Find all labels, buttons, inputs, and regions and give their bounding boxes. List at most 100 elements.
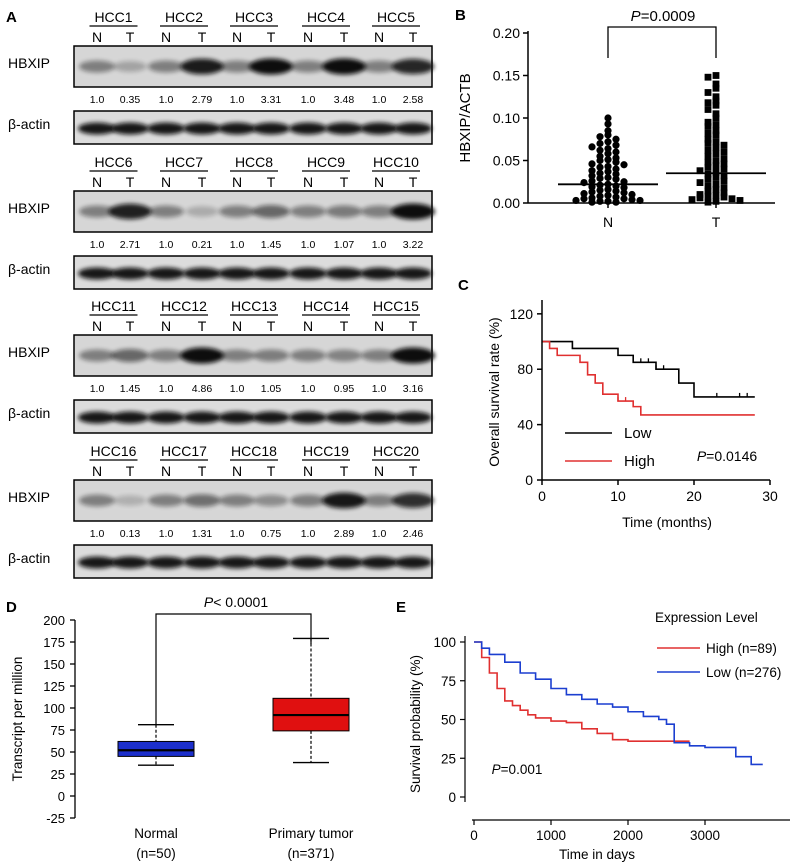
- scatter-point-n: [604, 173, 612, 182]
- x-tick-label: 30: [762, 488, 778, 504]
- scatter-point-n: [596, 192, 604, 200]
- sample-label: HCC15: [373, 298, 419, 314]
- scatter-point-n: [588, 143, 596, 151]
- x-tick-label: 2000: [613, 828, 643, 843]
- lane-label-t: T: [126, 318, 135, 334]
- scatter-point-n: [588, 177, 596, 185]
- lane-label-t: T: [198, 318, 207, 334]
- scatter-point-n: [596, 174, 604, 182]
- scatter-point-n: [596, 139, 604, 148]
- beta-actin-band: [252, 122, 290, 135]
- y-axis-label: Transcript per million: [10, 657, 25, 782]
- lane-label-n: N: [92, 318, 102, 334]
- lane-label-n: N: [161, 174, 171, 190]
- scatter-point-n: [612, 187, 620, 195]
- scatter-point-n: [604, 185, 612, 193]
- band-ratio: 1.0: [301, 383, 316, 395]
- scatter-point-t: [720, 165, 728, 173]
- x-tick-label: 0: [538, 488, 546, 504]
- band-ratio: 1.0: [372, 528, 387, 540]
- beta-actin-band: [147, 267, 185, 280]
- hbxip-band: [322, 492, 366, 509]
- y-tick-label: 75: [441, 674, 456, 689]
- beta-actin-band: [111, 122, 149, 135]
- hbxip-band: [253, 494, 289, 507]
- band-ratio: 4.86: [192, 383, 213, 395]
- band-ratio: 1.0: [159, 383, 174, 395]
- band-ratio: 1.45: [120, 383, 141, 395]
- y-tick-label: 50: [51, 745, 65, 760]
- scatter-point-n: [620, 189, 628, 197]
- hbxip-band: [219, 205, 255, 218]
- sample-label: HCC12: [161, 298, 207, 314]
- hbxip-band: [180, 347, 224, 364]
- band-ratio: 1.0: [372, 94, 387, 106]
- beta-actin-band: [325, 122, 363, 135]
- panel-a-western-blots: A HCC1 N T HCC2 N T HCC3 N T HCC4 N T HCC5 N T HBXIP 1.0…: [6, 9, 435, 579]
- scatter-point-t: [704, 106, 712, 113]
- scatter-point-t: [712, 80, 720, 88]
- band-ratio: 1.0: [90, 528, 105, 540]
- scatter-point-n: [604, 191, 612, 199]
- band-ratio: 2.71: [120, 239, 141, 251]
- scatter-point-n: [612, 170, 620, 178]
- y-axis-label: Survival probability (%): [408, 655, 423, 793]
- band-ratio: 1.0: [230, 383, 245, 395]
- scatter-point-t: [720, 184, 728, 192]
- beta-actin-band: [111, 556, 149, 569]
- lane-label-n: N: [232, 29, 242, 45]
- lane-label-n: N: [374, 29, 384, 45]
- lane-label-t: T: [409, 463, 418, 479]
- x-n-label: (n=50): [136, 846, 175, 861]
- sample-label: HCC19: [303, 443, 349, 459]
- significance-bracket: [607, 26, 717, 58]
- scatter-point-t: [712, 157, 720, 164]
- beta-actin-band: [325, 411, 363, 424]
- scatter-point-n: [612, 141, 620, 149]
- y-tick-label: 80: [517, 361, 533, 377]
- scatter-point-t: [704, 73, 712, 81]
- scatter-point-t: [720, 160, 728, 168]
- x-tick-label: 20: [686, 488, 702, 504]
- scatter-point-t: [712, 101, 720, 109]
- scatter-point-t: [712, 127, 720, 135]
- y-tick-label: 200: [43, 613, 65, 628]
- panel-label-c: C: [458, 277, 469, 294]
- row-label-beta-actin: β-actin: [8, 550, 50, 566]
- scatter-point-t: [712, 186, 720, 193]
- scatter-point-t: [712, 72, 720, 79]
- scatter-point-t: [712, 131, 720, 139]
- scatter-point-n: [620, 195, 628, 203]
- beta-actin-band: [360, 267, 398, 280]
- beta-actin-band: [289, 556, 327, 569]
- panel-c-km-survival: C 0 40 80 120 0 10 20 30 Time (months) Overall su…: [458, 277, 778, 530]
- lane-label-t: T: [198, 463, 207, 479]
- band-ratio: 1.0: [372, 383, 387, 395]
- scatter-point-n: [572, 196, 580, 205]
- y-tick-label: 0: [58, 789, 65, 804]
- band-ratio: 1.31: [192, 528, 213, 540]
- band-ratio: 1.0: [230, 94, 245, 106]
- y-tick-label: 25: [441, 751, 456, 766]
- band-ratio: 0.13: [120, 528, 141, 540]
- sample-label: HCC20: [373, 443, 419, 459]
- beta-actin-band: [394, 556, 432, 569]
- band-ratio: 2.89: [334, 528, 355, 540]
- hbxip-band: [361, 494, 397, 507]
- beta-actin-band: [147, 556, 185, 569]
- scatter-point-t: [720, 148, 728, 156]
- beta-actin-band: [218, 267, 256, 280]
- beta-actin-band: [78, 122, 116, 135]
- survival-curve-high: [474, 641, 690, 742]
- band-ratio: 2.79: [192, 94, 213, 106]
- scatter-point-n: [620, 161, 628, 169]
- beta-actin-band: [147, 411, 185, 424]
- sample-label: HCC4: [307, 9, 345, 25]
- scatter-point-t: [688, 196, 696, 203]
- y-axis-label: HBXIP/ACTB: [457, 73, 474, 162]
- scatter-point-t: [704, 182, 712, 190]
- y-tick-label: 0.05: [493, 153, 520, 169]
- panel-label-a: A: [6, 9, 17, 26]
- scatter-point-t: [712, 150, 720, 158]
